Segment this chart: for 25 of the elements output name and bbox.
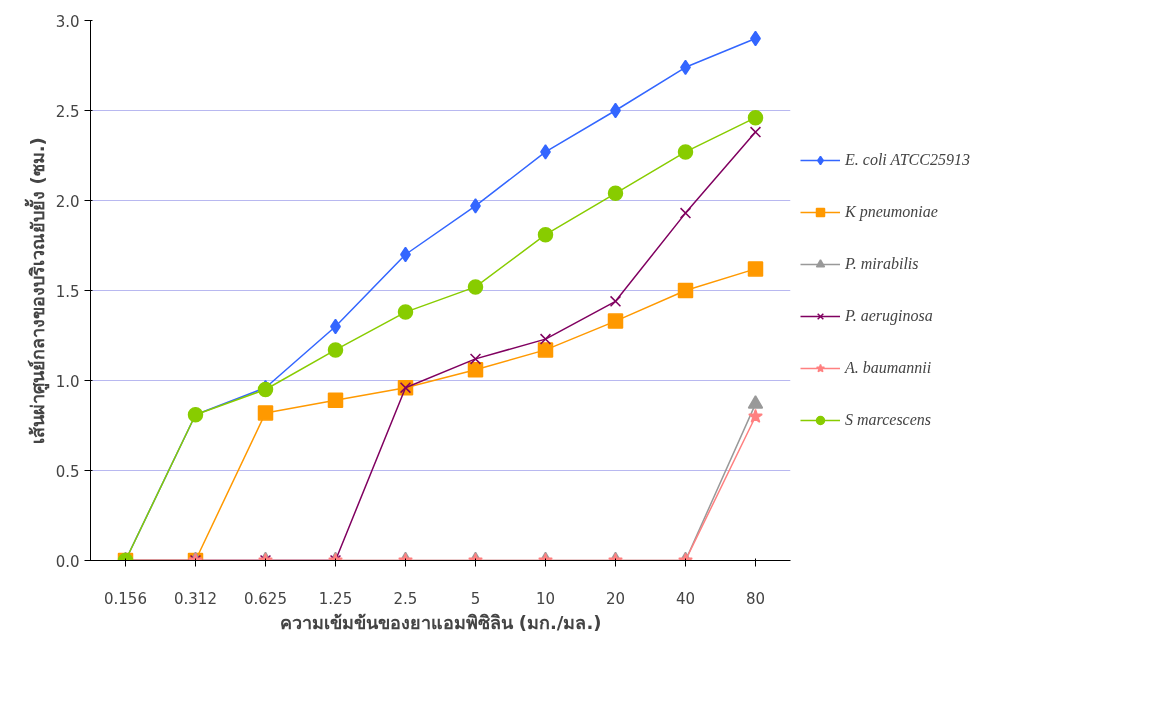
x-tick-label: 0.312 [174,589,217,608]
x-tick-label: 20 [605,589,626,608]
y-tick-label: 0.0 [55,552,80,571]
legend-label: K pneumoniae [845,203,939,221]
x-tick-label: 10 [535,589,556,608]
x-tick-label: 2.5 [393,589,418,608]
y-axis-title: เส้นผ่าศูนย์กลางของบริเวณยับยั้ง (ซม.) [23,137,50,444]
legend-label: E. coli ATCC25913 [845,151,971,169]
x-tick-label: 1.25 [318,589,353,608]
x-tick-label: 40 [675,589,696,608]
y-tick-label: 2.5 [55,102,80,121]
y-tick-label: 1.5 [55,282,80,301]
y-tick-label: 3.0 [55,12,80,31]
legend-label: S marcescens [845,411,933,429]
y-tick-label: 2.0 [55,192,80,211]
x-tick-label: 5 [470,589,481,608]
y-tick-label: 1.0 [55,372,80,391]
x-axis-title: ความเข้มข้นของยาแอมพิซิลิน (มก./มล.) [279,611,602,633]
y-tick-label: 0.5 [55,462,80,481]
legend-label: A. baumannii [845,359,933,377]
x-tick-label: 0.156 [104,589,147,608]
x-tick-label: 0.625 [244,589,287,608]
legend-label: P. mirabilis [845,255,920,273]
x-tick-label: 80 [745,589,766,608]
legend-label: P. aeruginosa [845,307,934,325]
